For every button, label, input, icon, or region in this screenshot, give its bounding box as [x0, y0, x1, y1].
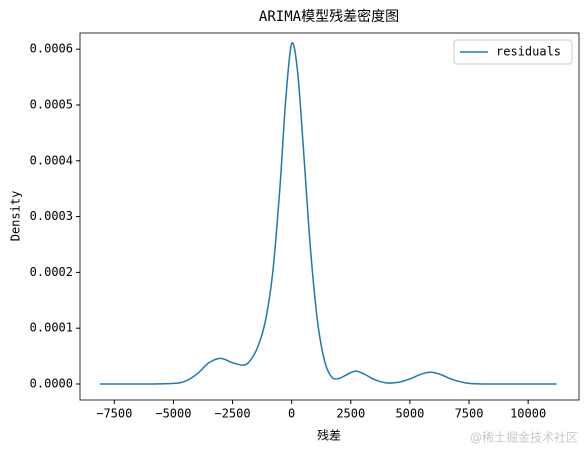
y-tick-label: 0.0005: [30, 97, 73, 111]
y-tick-label: 0.0003: [30, 209, 73, 223]
plot-frame: [79, 32, 580, 401]
watermark: @稀土掘金技术社区: [470, 430, 578, 445]
y-axis-label: Density: [9, 191, 23, 242]
y-tick-label: 0.0001: [30, 321, 73, 335]
y-tick-label: 0.0002: [30, 265, 73, 279]
x-tick-label: −2500: [214, 407, 250, 421]
x-tick-label: 10000: [510, 407, 546, 421]
line: [100, 41, 557, 385]
legend-label: residuals: [496, 45, 561, 59]
x-tick-label: −7500: [96, 407, 132, 421]
y-tick-label: 0.0006: [30, 42, 73, 56]
x-tick-label: 5000: [395, 407, 424, 421]
x-tick-label: 7500: [455, 407, 484, 421]
legend-box: [453, 39, 573, 65]
x-axis-label: 残差: [317, 429, 341, 443]
y-tick-label: 0.0000: [30, 376, 73, 390]
chart-title: ARIMA模型残差密度图: [259, 8, 399, 25]
x-tick-label: 0: [288, 407, 295, 421]
x-tick-label: −5000: [155, 407, 191, 421]
x-tick-label: 2500: [336, 407, 365, 421]
y-tick-label: 0.0004: [30, 153, 73, 167]
